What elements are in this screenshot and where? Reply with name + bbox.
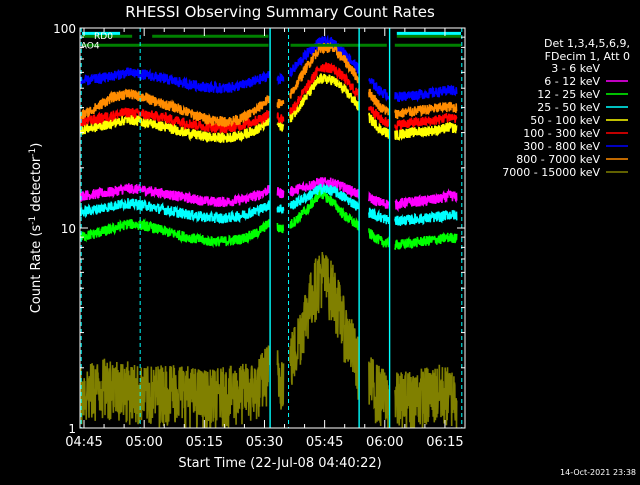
y-tick-label: 1 bbox=[68, 422, 76, 436]
y-axis-label-sup1: -1 bbox=[28, 216, 38, 225]
x-tick-label: 06:00 bbox=[366, 435, 403, 450]
legend: Det 1,3,4,5,6,9,FDecim 1, Att 03 - 6 keV… bbox=[502, 37, 630, 179]
legend-entry-label: 800 - 7000 keV bbox=[516, 153, 600, 166]
legend-entry-label: 12 - 25 keV bbox=[537, 88, 600, 101]
series-line-800-7000-kev bbox=[80, 41, 458, 128]
legend-entry-label: 3 - 6 keV bbox=[551, 62, 600, 75]
x-tick-label: 04:45 bbox=[65, 435, 102, 450]
legend-entry-label: 50 - 100 keV bbox=[530, 114, 600, 127]
x-tick-label: 06:15 bbox=[426, 435, 463, 450]
legend-entry-label: 300 - 800 keV bbox=[523, 140, 600, 153]
y-axis-label-sup2: -1 bbox=[28, 148, 38, 157]
series-line-12-25-kev bbox=[80, 188, 458, 250]
flag-label-rd0: RD0 bbox=[94, 32, 113, 42]
x-axis-label: Start Time (22-Jul-08 04:40:22) bbox=[178, 456, 381, 471]
series-line-100-300-kev bbox=[80, 62, 458, 134]
x-tick-label: 05:00 bbox=[125, 435, 162, 450]
series-line-3-6-kev bbox=[80, 248, 458, 315]
legend-entry-label: 25 - 50 keV bbox=[537, 101, 600, 114]
series-line-50-100-kev bbox=[80, 73, 458, 144]
axes-frame: 1 10 100 04:45 05:00 05:15 05:30 05:45 06:00 06:1… bbox=[53, 22, 466, 450]
y-axis-label-main: Count Rate (s bbox=[29, 225, 44, 314]
y-axis-label-end: ) bbox=[29, 143, 44, 148]
x-tick-label: 05:30 bbox=[246, 435, 283, 450]
series-line-25-50-kev bbox=[80, 183, 458, 226]
y-axis-label-mid: detector bbox=[29, 156, 44, 216]
chart-title: RHESSI Observing Summary Count Rates bbox=[125, 3, 435, 21]
x-tick-label: 05:45 bbox=[306, 435, 343, 450]
y-axis-label: Count Rate (s-1 detector-1) bbox=[28, 143, 44, 314]
x-tick-label: 05:15 bbox=[186, 435, 223, 450]
legend-header-line: FDecim 1, Att 0 bbox=[545, 50, 630, 63]
y-tick-label: 10 bbox=[61, 222, 76, 236]
series-line-6-12-kev bbox=[80, 177, 458, 213]
legend-header-line: Det 1,3,4,5,6,9, bbox=[544, 37, 630, 50]
series-line-300-800-kev bbox=[80, 34, 458, 103]
generated-timestamp: 14-Oct-2021 23:38 bbox=[560, 468, 636, 477]
series-line-7000-15000-kev bbox=[80, 251, 458, 428]
legend-entry-label: 6 - 12 keV bbox=[544, 75, 600, 88]
legend-entry-label: 100 - 300 keV bbox=[523, 127, 600, 140]
y-tick-label: 100 bbox=[53, 22, 76, 36]
legend-entry-label: 7000 - 15000 keV bbox=[502, 166, 600, 179]
flag-label-ao4: AO4 bbox=[81, 41, 100, 51]
